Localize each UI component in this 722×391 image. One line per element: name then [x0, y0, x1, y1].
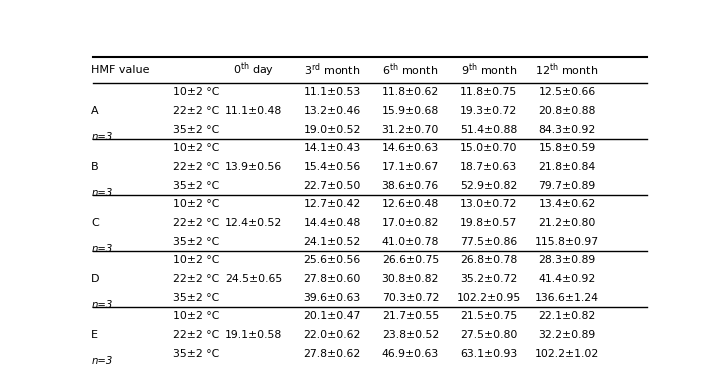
- Text: 11.8±0.62: 11.8±0.62: [382, 87, 439, 97]
- Text: 30.8±0.82: 30.8±0.82: [382, 274, 439, 284]
- Text: 13.9±0.56: 13.9±0.56: [225, 162, 282, 172]
- Text: 10±2 °C: 10±2 °C: [173, 143, 219, 153]
- Text: 14.6±0.63: 14.6±0.63: [382, 143, 439, 153]
- Text: 22.1±0.82: 22.1±0.82: [539, 311, 596, 321]
- Text: 41.4±0.92: 41.4±0.92: [539, 274, 596, 284]
- Text: 22±2 °C: 22±2 °C: [173, 106, 219, 116]
- Text: 24.1±0.52: 24.1±0.52: [303, 237, 360, 247]
- Text: n=3: n=3: [92, 300, 113, 310]
- Text: 46.9±0.63: 46.9±0.63: [382, 349, 439, 359]
- Text: 13.2±0.46: 13.2±0.46: [303, 106, 360, 116]
- Text: 35±2 °C: 35±2 °C: [173, 293, 219, 303]
- Text: 19.0±0.52: 19.0±0.52: [303, 125, 361, 135]
- Text: 10±2 °C: 10±2 °C: [173, 255, 219, 265]
- Text: 77.5±0.86: 77.5±0.86: [460, 237, 517, 247]
- Text: 22.0±0.62: 22.0±0.62: [303, 330, 361, 340]
- Text: A: A: [92, 106, 99, 116]
- Text: 3$^{\mathrm{rd}}$ month: 3$^{\mathrm{rd}}$ month: [304, 61, 360, 78]
- Text: 11.8±0.75: 11.8±0.75: [460, 87, 517, 97]
- Text: C: C: [92, 218, 99, 228]
- Text: 11.1±0.48: 11.1±0.48: [225, 106, 282, 116]
- Text: 21.8±0.84: 21.8±0.84: [539, 162, 596, 172]
- Text: 11.1±0.53: 11.1±0.53: [303, 87, 360, 97]
- Text: 13.4±0.62: 13.4±0.62: [539, 199, 596, 209]
- Text: 10±2 °C: 10±2 °C: [173, 311, 219, 321]
- Text: 115.8±0.97: 115.8±0.97: [535, 237, 599, 247]
- Text: 15.0±0.70: 15.0±0.70: [460, 143, 518, 153]
- Text: 39.6±0.63: 39.6±0.63: [303, 293, 360, 303]
- Text: 35.2±0.72: 35.2±0.72: [460, 274, 517, 284]
- Text: 136.6±1.24: 136.6±1.24: [535, 293, 599, 303]
- Text: 24.5±0.65: 24.5±0.65: [225, 274, 282, 284]
- Text: 25.6±0.56: 25.6±0.56: [303, 255, 360, 265]
- Text: 27.5±0.80: 27.5±0.80: [460, 330, 518, 340]
- Text: 0$^{\mathrm{th}}$ day: 0$^{\mathrm{th}}$ day: [233, 61, 274, 79]
- Text: 14.4±0.48: 14.4±0.48: [303, 218, 360, 228]
- Text: n=3: n=3: [92, 244, 113, 254]
- Text: n=3: n=3: [92, 132, 113, 142]
- Text: 18.7±0.63: 18.7±0.63: [460, 162, 517, 172]
- Text: 17.0±0.82: 17.0±0.82: [382, 218, 439, 228]
- Text: 14.1±0.43: 14.1±0.43: [303, 143, 360, 153]
- Text: D: D: [92, 274, 100, 284]
- Text: 6$^{\mathrm{th}}$ month: 6$^{\mathrm{th}}$ month: [382, 61, 438, 78]
- Text: 12.6±0.48: 12.6±0.48: [382, 199, 439, 209]
- Text: 15.9±0.68: 15.9±0.68: [382, 106, 439, 116]
- Text: 70.3±0.72: 70.3±0.72: [382, 293, 439, 303]
- Text: 22±2 °C: 22±2 °C: [173, 274, 219, 284]
- Text: 35±2 °C: 35±2 °C: [173, 125, 219, 135]
- Text: B: B: [92, 162, 99, 172]
- Text: n=3: n=3: [92, 356, 113, 366]
- Text: 21.7±0.55: 21.7±0.55: [382, 311, 439, 321]
- Text: 79.7±0.89: 79.7±0.89: [539, 181, 596, 191]
- Text: 19.3±0.72: 19.3±0.72: [460, 106, 517, 116]
- Text: 22±2 °C: 22±2 °C: [173, 162, 219, 172]
- Text: 10±2 °C: 10±2 °C: [173, 87, 219, 97]
- Text: 35±2 °C: 35±2 °C: [173, 181, 219, 191]
- Text: 84.3±0.92: 84.3±0.92: [539, 125, 596, 135]
- Text: 32.2±0.89: 32.2±0.89: [539, 330, 596, 340]
- Text: n=3: n=3: [92, 188, 113, 198]
- Text: 35±2 °C: 35±2 °C: [173, 237, 219, 247]
- Text: 51.4±0.88: 51.4±0.88: [460, 125, 517, 135]
- Text: 23.8±0.52: 23.8±0.52: [382, 330, 439, 340]
- Text: HMF value: HMF value: [92, 65, 150, 75]
- Text: 22±2 °C: 22±2 °C: [173, 218, 219, 228]
- Text: 19.1±0.58: 19.1±0.58: [225, 330, 282, 340]
- Text: 38.6±0.76: 38.6±0.76: [382, 181, 439, 191]
- Text: 27.8±0.62: 27.8±0.62: [303, 349, 360, 359]
- Text: 12$^{\mathrm{th}}$ month: 12$^{\mathrm{th}}$ month: [535, 61, 599, 78]
- Text: 102.2±0.95: 102.2±0.95: [456, 293, 521, 303]
- Text: 9$^{\mathrm{th}}$ month: 9$^{\mathrm{th}}$ month: [461, 61, 517, 78]
- Text: 26.8±0.78: 26.8±0.78: [460, 255, 517, 265]
- Text: 13.0±0.72: 13.0±0.72: [460, 199, 518, 209]
- Text: 63.1±0.93: 63.1±0.93: [460, 349, 517, 359]
- Text: 12.5±0.66: 12.5±0.66: [539, 87, 596, 97]
- Text: 15.4±0.56: 15.4±0.56: [303, 162, 360, 172]
- Text: 102.2±1.02: 102.2±1.02: [535, 349, 599, 359]
- Text: 26.6±0.75: 26.6±0.75: [382, 255, 439, 265]
- Text: 19.8±0.57: 19.8±0.57: [460, 218, 517, 228]
- Text: 21.2±0.80: 21.2±0.80: [539, 218, 596, 228]
- Text: 20.8±0.88: 20.8±0.88: [539, 106, 596, 116]
- Text: E: E: [92, 330, 98, 340]
- Text: 27.8±0.60: 27.8±0.60: [303, 274, 361, 284]
- Text: 52.9±0.82: 52.9±0.82: [460, 181, 517, 191]
- Text: 41.0±0.78: 41.0±0.78: [382, 237, 439, 247]
- Text: 12.4±0.52: 12.4±0.52: [225, 218, 282, 228]
- Text: 21.5±0.75: 21.5±0.75: [460, 311, 517, 321]
- Text: 10±2 °C: 10±2 °C: [173, 199, 219, 209]
- Text: 17.1±0.67: 17.1±0.67: [382, 162, 439, 172]
- Text: 15.8±0.59: 15.8±0.59: [539, 143, 596, 153]
- Text: 28.3±0.89: 28.3±0.89: [539, 255, 596, 265]
- Text: 31.2±0.70: 31.2±0.70: [382, 125, 439, 135]
- Text: 35±2 °C: 35±2 °C: [173, 349, 219, 359]
- Text: 12.7±0.42: 12.7±0.42: [303, 199, 360, 209]
- Text: 22.7±0.50: 22.7±0.50: [303, 181, 361, 191]
- Text: 22±2 °C: 22±2 °C: [173, 330, 219, 340]
- Text: 20.1±0.47: 20.1±0.47: [303, 311, 361, 321]
